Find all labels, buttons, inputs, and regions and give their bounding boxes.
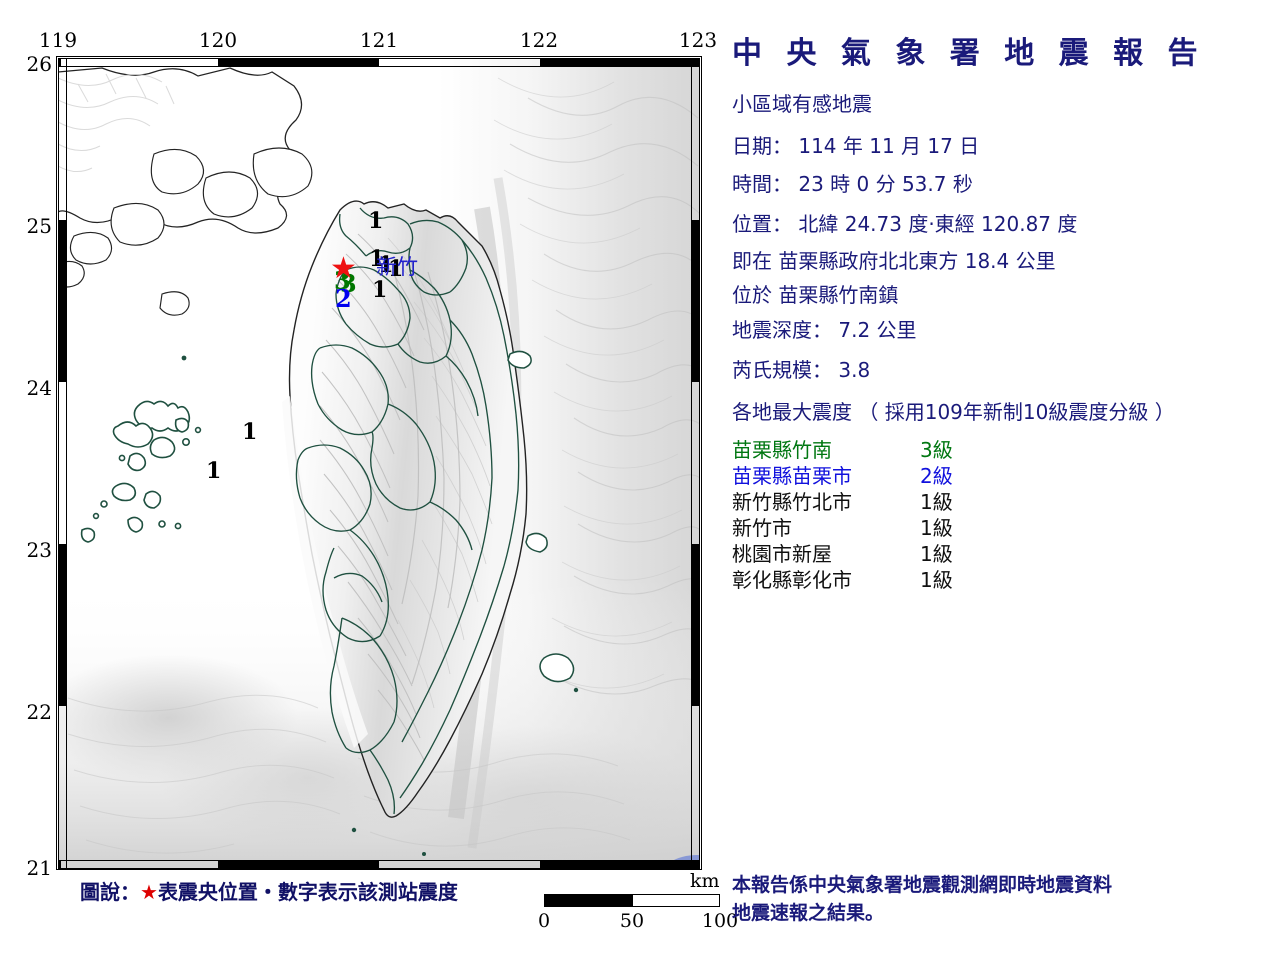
map-legend-caption: 圖說：★表震央位置・數字表示該測站震度 [80, 876, 458, 905]
intensity-level: 3級 [920, 438, 953, 462]
station-intensity-marker: 1 [206, 458, 222, 484]
lon-tick-122: 122 [519, 28, 559, 52]
report-subtitle: 小區域有感地震 [732, 92, 872, 116]
lon-tick-123: 123 [678, 28, 718, 52]
station-intensity-marker: 1 [372, 277, 388, 303]
intensity-place: 桃園市新屋 [732, 542, 832, 566]
map-legend-row: 圖說：★表震央位置・數字表示該測站震度 km 0 50 100 [58, 870, 738, 936]
intensity-place: 彰化縣彰化市 [732, 568, 852, 592]
date-line: 日期： 114 年 11 月 17 日 [732, 134, 980, 158]
coordinates-line: 位置： 北緯 24.73 度·東經 120.87 度 [732, 212, 1078, 236]
scale-tick-100: 100 [701, 910, 739, 932]
lon-tick-120: 120 [198, 28, 238, 52]
lat-tick-24: 24 [26, 376, 52, 400]
station-intensity-marker: 3 [340, 269, 357, 298]
intensity-place: 苗栗縣竹南 [732, 438, 832, 462]
legend-description: 表震央位置・數字表示該測站震度 [157, 880, 458, 904]
footnote-line-1: 本報告係中央氣象署地震觀測網即時地震資料 [732, 874, 1113, 896]
city-label-hsinchu: 新竹 [376, 255, 418, 279]
legend-prefix: 圖說： [80, 880, 140, 904]
intensity-scale-heading: 各地最大震度 （ 採用109年新制10級震度分級 ） [732, 400, 1175, 424]
scale-tick-0: 0 [537, 910, 551, 932]
intensity-row: 苗栗縣竹南 3級 [732, 434, 1152, 462]
magnitude-line: 芮氏規模： 3.8 [732, 358, 871, 382]
report-info-panel: 中 央 氣 象 署 地 震 報 告 小區域有感地震 日期： 114 年 11 月… [716, 0, 1280, 960]
station-intensity-marker: 2 [335, 284, 352, 313]
intensity-row: 彰化縣彰化市 1級 [732, 564, 1152, 592]
lat-tick-22: 22 [26, 700, 52, 724]
intensity-row: 苗栗縣苗栗市 2級 [732, 460, 1152, 488]
lat-tick-25: 25 [26, 214, 52, 238]
epicenter-star-icon: ★ [330, 251, 357, 286]
lon-tick-121: 121 [359, 28, 399, 52]
station-intensity-marker: 1 [378, 252, 394, 278]
lon-tick-119: 119 [38, 28, 78, 52]
station-intensity-marker: 1 [369, 246, 385, 272]
intensity-place: 苗栗縣苗栗市 [732, 464, 852, 488]
intensity-level: 2級 [920, 464, 953, 488]
intensity-row: 新竹市 1級 [732, 512, 1152, 540]
intensity-row: 桃園市新屋 1級 [732, 538, 1152, 566]
intensity-place: 新竹縣竹北市 [732, 490, 852, 514]
footnote-line-2: 地震速報之結果。 [732, 901, 885, 924]
report-footnote: 本報告係中央氣象署地震觀測網即時地震資料 地震速報之結果。 [732, 872, 1112, 927]
intensity-table: 苗栗縣竹南 3級 苗栗縣苗栗市 2級 新竹縣竹北市 1級 新竹市 1級 桃園市新屋 1級 彰化縣彰化… [732, 434, 1152, 592]
intensity-level: 1級 [920, 490, 953, 514]
scale-unit-label: km [690, 870, 720, 892]
lat-tick-band-seg [58, 220, 67, 382]
map-panel: 119 120 121 122 123 26 25 24 23 22 21 [26, 28, 739, 936]
epicenter-town-line: 位於 苗栗縣竹南鎮 [732, 283, 899, 307]
lat-tick-23: 23 [26, 538, 52, 562]
intensity-level: 1級 [920, 568, 953, 592]
lon-tick-band-seg [58, 58, 61, 67]
scale-segment-50-100 [632, 894, 720, 907]
legend-star-icon: ★ [140, 880, 158, 904]
depth-line: 地震深度： 7.2 公里 [732, 318, 917, 342]
lat-tick-21: 21 [26, 856, 52, 880]
relative-location-line: 即在 苗栗縣政府北北東方 18.4 公里 [732, 249, 1056, 273]
station-intensity-marker: 1 [242, 419, 258, 445]
station-intensity-marker: 1 [388, 256, 404, 282]
intensity-place: 新竹市 [732, 516, 792, 540]
lat-tick-26: 26 [26, 52, 52, 76]
terrain-map [58, 58, 700, 868]
intensity-row: 新竹縣竹北市 1級 [732, 486, 1152, 514]
station-intensity-marker: 3 [334, 266, 351, 295]
station-intensity-marker: 1 [368, 208, 384, 234]
scale-tick-50: 50 [619, 910, 645, 932]
report-title: 中 央 氣 象 署 地 震 報 告 [732, 36, 1205, 71]
intensity-level: 1級 [920, 542, 953, 566]
intensity-level: 1級 [920, 516, 953, 540]
scale-segment-0-50 [544, 894, 632, 907]
time-line: 時間： 23 時 0 分 53.7 秒 [732, 172, 973, 196]
